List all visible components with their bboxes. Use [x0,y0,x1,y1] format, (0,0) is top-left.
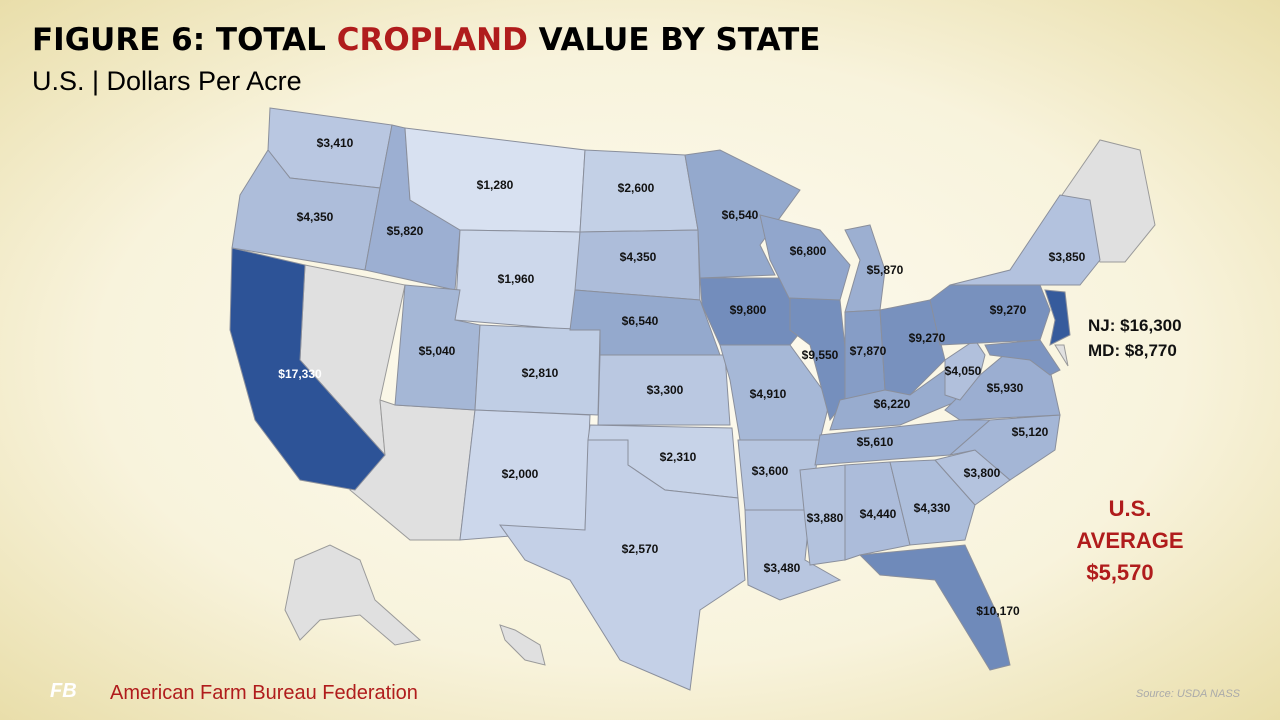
state-annotation: NJ: $16,300 [1088,316,1182,335]
state-shape [858,544,1011,671]
title-part: FIGURE 6: TOTAL [32,22,337,58]
state-label: $3,850 [1049,250,1086,264]
state-label: $2,600 [618,181,655,195]
state-label: $1,960 [498,272,535,286]
state-label: $4,350 [620,250,657,264]
no-data-states [284,139,1156,666]
state-label: $2,570 [622,542,659,556]
title: FIGURE 6: TOTAL CROPLAND VALUE BY STATE [32,22,820,58]
average-line: AVERAGE [1076,528,1183,553]
state-label: $4,050 [945,364,982,378]
state-shape [597,354,731,426]
state-label: $9,270 [909,331,946,345]
state-label: $6,540 [622,314,659,328]
state-label: $9,550 [802,348,839,362]
state-shape [498,439,746,691]
state-shape [949,194,1101,286]
state-shape [1054,344,1069,367]
state-label: $3,480 [764,561,801,575]
state-label: $3,300 [647,383,684,397]
state-label: $6,800 [790,244,827,258]
state-label: $17,330 [278,367,322,381]
state-shape [879,299,946,396]
state-label: $9,800 [730,303,767,317]
state-label: $6,540 [722,208,759,222]
state-label: $5,120 [1012,425,1049,439]
state-label: $2,000 [502,467,539,481]
state-label: $3,600 [752,464,789,478]
state-label: $3,410 [317,136,354,150]
state-shape [574,229,701,301]
logo-text: FB [50,680,77,702]
state-shape [799,464,846,566]
state-shape [284,544,422,646]
state-label: $9,270 [990,303,1027,317]
state-shape [1044,289,1071,346]
average-line: U.S. [1109,496,1152,521]
state-label: $6,220 [874,397,911,411]
state-label: $5,930 [987,381,1024,395]
title-highlight: CROPLAND [337,22,528,58]
state-label: $10,170 [976,604,1020,618]
state-shape [229,247,386,491]
state-label: $2,810 [522,366,559,380]
state-label: $5,040 [419,344,456,358]
state-label: $4,350 [297,210,334,224]
state-label: $5,820 [387,224,424,238]
state-shape [789,297,851,422]
state-shape [948,414,1061,481]
state-annotation: MD: $8,770 [1088,341,1177,360]
state-shape [499,624,546,666]
state-label: $1,280 [477,178,514,192]
subtitle: U.S. | Dollars Per Acre [32,66,302,96]
average-value: $5,570 [1086,560,1153,585]
state-shape [984,339,1061,376]
source: Source: USDA NASS [1136,688,1241,700]
state-label: $3,880 [807,511,844,525]
state-label: $7,870 [850,344,887,358]
state-label: $5,870 [867,263,904,277]
state-shape [684,149,801,279]
state-shape [844,461,911,561]
state-label: $4,910 [750,387,787,401]
organization: American Farm Bureau Federation [110,682,418,704]
title-part: VALUE BY STATE [528,22,821,58]
state-label: $3,800 [964,466,1001,480]
state-label: $2,310 [660,450,697,464]
state-label: $5,610 [857,435,894,449]
state-label: $4,440 [860,507,897,521]
state-label: $4,330 [914,501,951,515]
